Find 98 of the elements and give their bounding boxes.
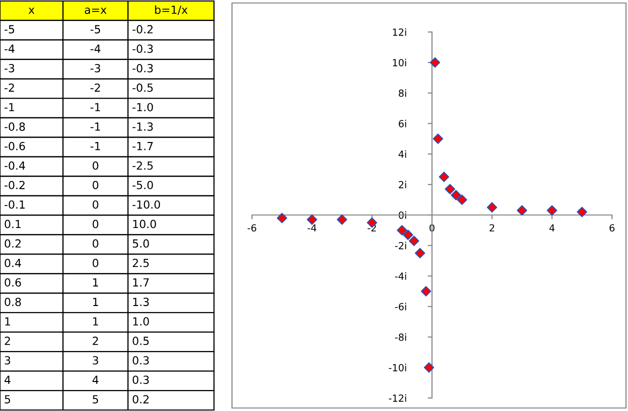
- text: 0: [92, 161, 98, 170]
- text: 0.5: [132, 336, 149, 346]
- point: [420, 286, 432, 296]
- x-tick-label: 4: [549, 224, 555, 232]
- text: 0: [92, 200, 98, 209]
- point: [306, 214, 318, 225]
- point: [456, 194, 468, 205]
- y-tick-label: 4i: [398, 150, 406, 158]
- y-tick-label: -12i: [388, 394, 406, 402]
- text: 3: [4, 356, 10, 365]
- text: -0.3: [132, 64, 153, 72]
- text: -2: [90, 83, 100, 92]
- point: [546, 205, 558, 216]
- y-tick-label: -4i: [395, 272, 406, 280]
- y-tick-label: -6i: [395, 302, 406, 310]
- point: [444, 184, 456, 194]
- text: 0.1: [4, 220, 21, 228]
- x-tick-label: -4: [308, 224, 316, 232]
- text: 2: [4, 336, 10, 345]
- text: -1.3: [132, 122, 153, 131]
- text: 1.3: [133, 298, 149, 306]
- text: -0.1: [4, 200, 25, 209]
- text: -2: [4, 83, 14, 92]
- point: [424, 362, 434, 373]
- text: x: [28, 8, 34, 14]
- text: -4: [90, 44, 100, 53]
- text: -0.2: [132, 25, 153, 34]
- x-tick-label: 2: [490, 224, 494, 232]
- text: -5.0: [132, 180, 153, 190]
- text: a=x: [84, 8, 106, 14]
- text: 1: [93, 298, 98, 306]
- point: [276, 212, 288, 224]
- text: -2.5: [132, 161, 153, 170]
- text: -5: [90, 25, 100, 34]
- text: 4: [4, 376, 10, 384]
- text: -0.6: [4, 142, 25, 150]
- text: 0.4: [4, 258, 22, 268]
- point: [432, 134, 444, 144]
- text: -1: [90, 103, 100, 112]
- text: 2.5: [132, 258, 149, 268]
- text: 0: [92, 239, 98, 248]
- text: -1: [90, 142, 100, 150]
- text: 3: [92, 356, 98, 365]
- text: b=1/x: [155, 5, 188, 15]
- text: -1.7: [132, 142, 153, 150]
- text: 0.3: [132, 356, 149, 365]
- point: [576, 206, 588, 218]
- y-tick-label: 6i: [398, 120, 406, 128]
- text: 1.7: [133, 278, 149, 286]
- text: 1.0: [133, 317, 149, 326]
- text: 4: [92, 376, 98, 384]
- point: [336, 214, 348, 225]
- text: 0.2: [4, 239, 21, 248]
- text: 10.0: [133, 220, 156, 228]
- text: -0.3: [132, 44, 153, 53]
- y-tick-label: -8i: [395, 333, 406, 341]
- text: -5: [4, 25, 14, 34]
- text: -1.0: [132, 102, 153, 112]
- text: -3: [4, 64, 14, 72]
- text: 0.6: [4, 278, 21, 287]
- text: 1: [93, 278, 98, 286]
- point: [430, 57, 440, 68]
- text: 1: [93, 317, 98, 326]
- point: [438, 172, 450, 182]
- point: [408, 236, 420, 246]
- point: [396, 225, 408, 236]
- y-tick-label: -10i: [388, 364, 406, 372]
- text: -3: [90, 64, 100, 72]
- text: 0.8: [4, 298, 21, 306]
- point: [450, 190, 462, 200]
- text: 5.0: [132, 239, 149, 248]
- text: 0: [92, 258, 98, 268]
- text: -0.2: [4, 180, 25, 190]
- x-tick-label: 6: [610, 224, 614, 232]
- x-tick-label: -6: [248, 224, 256, 232]
- point: [402, 230, 414, 240]
- text: 5: [4, 395, 10, 404]
- text: -10.0: [132, 200, 160, 209]
- text: -0.4: [4, 161, 26, 170]
- point: [486, 202, 498, 213]
- y-tick-label: 10i: [392, 58, 406, 66]
- text: -1: [90, 122, 100, 131]
- text: -1: [4, 103, 14, 112]
- text: 5: [92, 395, 98, 404]
- y-tick-label: 8i: [398, 89, 406, 97]
- text: -0.8: [4, 122, 25, 131]
- y-tick-label: 12i: [392, 28, 406, 36]
- text: 1: [5, 317, 10, 326]
- text: 0.3: [132, 376, 149, 384]
- text: -4: [4, 44, 14, 53]
- text: 0: [92, 180, 98, 190]
- text: 0.2: [132, 395, 149, 404]
- text: -0.5: [132, 83, 153, 92]
- point: [516, 205, 528, 216]
- y-tick-label: 2i: [398, 180, 406, 188]
- text: 2: [92, 336, 98, 345]
- y-tick-label: -2i: [395, 242, 406, 250]
- point: [414, 248, 426, 258]
